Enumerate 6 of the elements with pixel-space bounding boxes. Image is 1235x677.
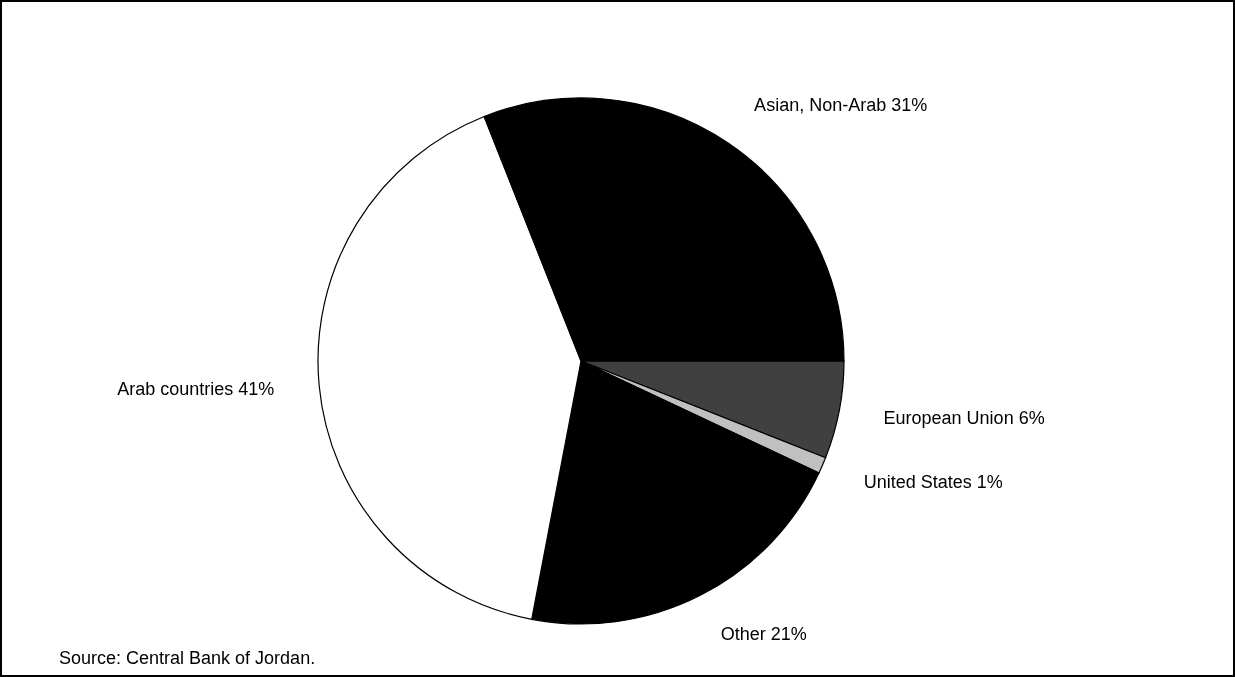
slice-label: Other 21% <box>720 624 807 645</box>
source-note: Source: Central Bank of Jordan. <box>59 648 316 668</box>
slice-label: United States 1% <box>863 472 1003 493</box>
slice-label: Asian, Non-Arab 31% <box>754 95 928 116</box>
slice-label: Arab countries 41% <box>117 378 275 399</box>
slice-label: European Union 6% <box>883 407 1045 428</box>
